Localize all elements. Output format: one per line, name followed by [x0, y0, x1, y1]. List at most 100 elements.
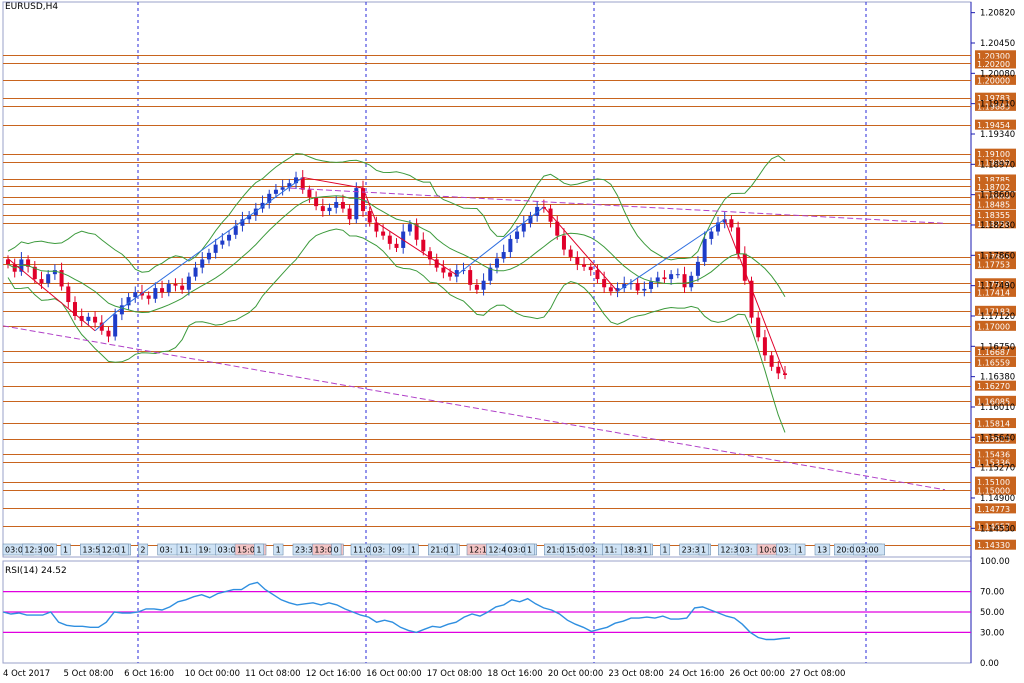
price-tick-label-9: 1.17490	[980, 282, 1015, 292]
candle-body-115	[776, 366, 781, 374]
event-tag-box-21	[408, 543, 419, 556]
level-label-12: 1.18355	[977, 211, 1010, 220]
event-tag-box-44	[853, 543, 885, 556]
candle-body-16	[113, 314, 118, 337]
event-tag-box-3	[60, 543, 71, 556]
event-tag-19: 03:	[372, 546, 385, 555]
level-label-16: 1.17519	[977, 280, 1010, 289]
candle-body-14	[99, 322, 104, 331]
candle-body-44	[300, 177, 305, 190]
candle-body-71	[481, 280, 486, 290]
symbol-label: EURUSD,H4	[5, 2, 59, 12]
candle-body-70	[474, 284, 479, 290]
zigzag-seg-8	[543, 206, 618, 292]
candle-body-60	[407, 224, 412, 232]
candle-body-17	[119, 305, 124, 315]
candle-body-0	[6, 259, 10, 265]
level-label-15: 1.17753	[977, 261, 1010, 270]
candle-body-94	[635, 283, 640, 291]
level-label-bg-26	[975, 449, 1016, 460]
level-label-bg-21	[975, 356, 1016, 367]
time-label-5: 12 Oct 16:00	[306, 669, 361, 679]
event-tag-41: 1	[798, 546, 803, 555]
time-label-8: 18 Oct 16:00	[487, 669, 542, 679]
level-label-3: 1.19783	[977, 94, 1010, 103]
event-tag-44: 03:00	[856, 546, 879, 555]
candle-body-73	[494, 258, 499, 268]
event-tag-6: 1	[121, 546, 126, 555]
event-tag-8: 03:	[160, 546, 173, 555]
level-label-20: 1.16687	[977, 348, 1010, 357]
level-label-bg-24	[975, 418, 1016, 429]
candle-body-10	[72, 302, 77, 316]
candle-body-45	[307, 189, 312, 198]
event-tag-14: 1	[276, 546, 281, 555]
level-label-21: 1.16559	[977, 358, 1010, 367]
event-tag-box-41	[795, 543, 806, 556]
level-label-bg-7	[975, 156, 1016, 167]
candle-body-32	[220, 240, 225, 245]
level-label-7: 1.19000	[977, 158, 1010, 167]
event-tag-12: 15:09	[237, 546, 260, 555]
candle-body-68	[461, 270, 466, 272]
time-label-6: 16 Oct 00:00	[366, 669, 421, 679]
level-label-bg-13	[975, 218, 1016, 229]
rsi-tick-label-4: 0.00	[980, 659, 999, 669]
event-tag-38: 03:	[740, 546, 753, 555]
event-tag-28: 21:00	[546, 546, 569, 555]
candle-body-11	[79, 315, 84, 321]
event-tag-37: 12:35	[720, 546, 743, 555]
level-label-26: 1.15436	[977, 451, 1010, 460]
candle-body-72	[488, 267, 493, 281]
price-tick-label-12: 1.16380	[980, 373, 1015, 383]
event-tag-box-13	[254, 543, 265, 556]
candle-body-40	[273, 189, 278, 194]
candle-body-85	[575, 256, 580, 265]
level-label-bg-31	[975, 521, 1016, 532]
candle-body-12	[86, 316, 91, 321]
time-label-9: 20 Oct 00:00	[548, 669, 603, 679]
candle-body-80	[541, 206, 546, 209]
level-label-31: 1.14557	[977, 523, 1010, 532]
candle-body-26	[180, 285, 185, 290]
rsi-tick-label-1: 70.00	[980, 588, 1004, 598]
candle-body-101	[682, 274, 687, 288]
level-label-bg-19	[975, 320, 1016, 331]
level-label-23: 1.16085	[977, 397, 1010, 406]
bb-middle	[7, 195, 786, 314]
event-tag-40: 03:	[778, 546, 791, 555]
time-label-2: 6 Oct 16:00	[124, 669, 174, 679]
price-tick-label-13: 1.16010	[980, 403, 1015, 413]
level-label-29: 1.15000	[977, 486, 1010, 495]
candle-body-34	[233, 225, 238, 235]
level-label-14: 1.17845	[977, 253, 1010, 262]
price-tick-label-15: 1.15270	[980, 464, 1015, 474]
candle-body-86	[582, 264, 587, 267]
candle-body-43	[294, 177, 299, 184]
candle-body-83	[561, 235, 566, 250]
event-tag-16: 13:00	[314, 546, 337, 555]
event-tag-23: 1	[450, 546, 455, 555]
rsi-tick-label-2: 50.00	[980, 608, 1004, 618]
candle-body-90	[608, 287, 613, 292]
event-tag-13: 1	[256, 546, 261, 555]
price-tick-label-14: 1.15640	[980, 433, 1015, 443]
level-label-0: 1.20300	[977, 52, 1010, 61]
level-label-25: 1.15623	[977, 435, 1010, 444]
level-label-bg-0	[975, 50, 1016, 61]
level-label-bg-27	[975, 457, 1016, 468]
level-label-28: 1.15100	[977, 478, 1010, 487]
zigzag-seg-3	[114, 177, 304, 314]
bb-lower	[7, 228, 786, 433]
candle-body-98	[662, 277, 667, 280]
event-tag-3: 1	[63, 546, 68, 555]
event-tag-box-34	[660, 543, 671, 556]
event-tag-39: 10:00	[759, 546, 782, 555]
price-tick-label-8: 1.17860	[980, 251, 1015, 261]
time-label-4: 11 Oct 08:00	[245, 669, 300, 679]
event-tag-42: 13	[817, 546, 827, 555]
candle-body-8	[59, 270, 64, 287]
level-label-6: 1.19100	[977, 150, 1010, 159]
candle-body-112	[756, 317, 761, 338]
bb-upper	[7, 152, 786, 273]
